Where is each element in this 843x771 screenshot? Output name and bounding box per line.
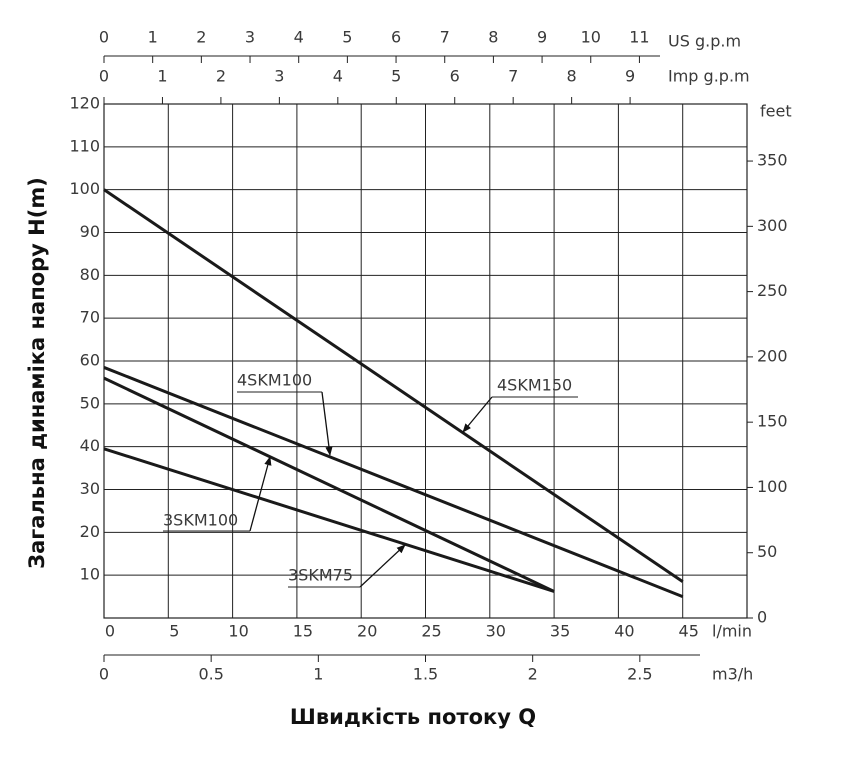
- label-leader: [249, 456, 272, 532]
- top-tick-label: 10: [581, 28, 601, 47]
- top-tick-label: 9: [625, 67, 635, 86]
- label-leader: [321, 391, 333, 456]
- y-axis-label: Загальна динаміка напору H(m): [25, 177, 49, 569]
- y-tick-label: 80: [80, 265, 100, 284]
- y-tick-label: 40: [80, 436, 100, 455]
- x-tick-label: 15: [293, 622, 313, 641]
- top-tick-label: 4: [294, 28, 304, 47]
- top-tick-label: 6: [450, 67, 460, 86]
- series-label: 3SKM75: [288, 566, 353, 585]
- x-tick-label: 10: [228, 622, 248, 641]
- top-tick-label: 5: [342, 28, 352, 47]
- us-unit: US g.p.m: [668, 32, 741, 51]
- right-tick-label: 250: [757, 281, 788, 300]
- top-tick-label: 2: [196, 28, 206, 47]
- y-tick-label: 110: [69, 136, 100, 155]
- y-tick-label: 30: [80, 479, 100, 498]
- x-tick-label: 20: [357, 622, 377, 641]
- label-leader: [359, 544, 406, 588]
- x-tick-label: 25: [421, 622, 441, 641]
- right-tick-label: 150: [757, 412, 788, 431]
- top-tick-label: 7: [440, 28, 450, 47]
- bottom-tick-label: 1.5: [413, 665, 438, 684]
- imp-unit: Imp g.p.m: [668, 67, 750, 86]
- top-tick-label: 3: [245, 28, 255, 47]
- y-tick-label: 10: [80, 565, 100, 584]
- top-tick-label: 4: [333, 67, 343, 86]
- series-line: [103, 447, 555, 593]
- feet-unit: feet: [760, 102, 792, 121]
- bottom-tick-label: 2.5: [627, 665, 652, 684]
- series-label: 3SKM100: [163, 511, 238, 530]
- bottom-tick-label: 0: [99, 665, 109, 684]
- y-tick-label: 20: [80, 522, 100, 541]
- right-tick-label: 350: [757, 151, 788, 170]
- y-tick-label: 120: [69, 94, 100, 113]
- right-tick-label: 200: [757, 346, 788, 365]
- top-tick-label: 7: [508, 67, 518, 86]
- x-unit: l/min: [712, 622, 752, 641]
- top-tick-label: 2: [216, 67, 226, 86]
- top-tick-label: 8: [488, 28, 498, 47]
- top-tick-label: 1: [148, 28, 158, 47]
- y-tick-label: 90: [80, 222, 100, 241]
- x-tick-label: 35: [550, 622, 570, 641]
- top-tick-label: 5: [391, 67, 401, 86]
- bottom-tick-label: 1: [313, 665, 323, 684]
- top-tick-label: 9: [537, 28, 547, 47]
- right-tick-label: 100: [757, 477, 788, 496]
- right-tick-label: 50: [757, 542, 777, 561]
- right-tick-label: 300: [757, 216, 788, 235]
- series-line: [103, 376, 555, 593]
- y-tick-label: 60: [80, 351, 100, 370]
- series-line: [103, 366, 684, 598]
- x-tick-label: 40: [614, 622, 634, 641]
- series-label: 4SKM150: [497, 376, 572, 395]
- top-tick-label: 3: [274, 67, 284, 86]
- y-tick-label: 70: [80, 308, 100, 327]
- top-tick-label: 8: [567, 67, 577, 86]
- x-axis-label: Швидкість потоку Q: [290, 705, 536, 729]
- top-tick-label: 0: [99, 28, 109, 47]
- label-leader: [462, 396, 493, 433]
- bottom-tick-label: 2: [528, 665, 538, 684]
- top-tick-label: 0: [99, 67, 109, 86]
- y-tick-label: 100: [69, 179, 100, 198]
- top-tick-label: 6: [391, 28, 401, 47]
- series-label: 4SKM100: [237, 371, 312, 390]
- right-tick-label: 0: [757, 608, 767, 627]
- top-tick-label: 1: [157, 67, 167, 86]
- x-tick-label: 30: [486, 622, 506, 641]
- series-line: [103, 188, 684, 583]
- x-tick-label: 45: [679, 622, 699, 641]
- x-tick-label: 0: [105, 622, 115, 641]
- bottom-tick-label: 0.5: [198, 665, 223, 684]
- x-tick-label: 5: [169, 622, 179, 641]
- y-tick-label: 50: [80, 393, 100, 412]
- m3h-unit: m3/h: [712, 665, 753, 684]
- top-tick-label: 11: [629, 28, 649, 47]
